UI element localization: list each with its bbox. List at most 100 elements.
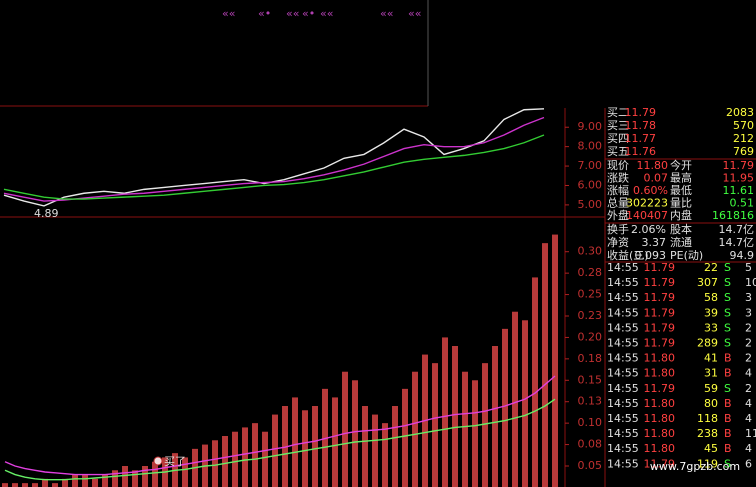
book-price: 11.77 [625,132,657,145]
svg-text:««: «« [286,7,299,20]
trade-count: 2 [745,321,752,334]
quote-value: 0.60% [633,184,668,197]
book-label: 买五 [607,145,629,158]
y-tick-label: 0.20 [578,330,603,343]
indicator-bar [472,380,478,487]
indicator-bar [462,371,468,487]
indicator-bar [132,470,138,487]
trade-count: 3 [745,291,752,304]
trade-volume: 58 [704,291,718,304]
indicator-bar [482,363,488,487]
price-line [3,134,545,200]
trade-time: 14:55 [607,321,639,334]
fund-label: 股本 [670,222,692,236]
indicator-bar [532,277,538,487]
indicator-bar [402,388,408,487]
y-tick-label: 0.10 [578,416,603,429]
watermark: www.7gpzb.com [650,460,740,473]
trade-count: 5 [745,261,752,274]
trade-time: 14:55 [607,367,639,380]
fund-label: PE(动) [670,249,703,262]
book-price: 11.78 [625,119,657,132]
indicator-bar [452,346,458,487]
svg-text:««: «« [320,7,333,20]
svg-text:««: «« [380,7,393,20]
indicator-bar [182,457,188,487]
trade-price: 11.80 [644,352,676,365]
trade-side: S [724,382,731,395]
trade-volume: 80 [704,397,718,410]
indicator-bar [442,337,448,487]
trade-count: 4 [745,367,752,380]
trade-volume: 118 [697,412,718,425]
trade-time: 14:55 [607,457,639,470]
indicator-bar [372,414,378,487]
indicator-bar [552,234,558,487]
book-label: 买三 [607,119,629,132]
trade-side: B [724,442,732,455]
fund-value: 3.37 [642,236,667,249]
y-tick-label: 0.15 [578,373,603,386]
indicator-bar [512,311,518,487]
trade-price: 11.80 [644,427,676,440]
fund-value: 14.7亿 [719,223,755,236]
indicator-bar [12,483,18,487]
fund-value: 0.093 [635,249,667,262]
indicator-bar [342,371,348,487]
book-volume: 570 [733,119,754,132]
indicator-bar [72,474,78,487]
indicator-bar [142,466,148,487]
trade-time: 14:55 [607,442,639,455]
trade-volume: 31 [704,367,718,380]
indicator-bar [212,440,218,487]
indicator-bar [412,371,418,487]
indicator-bar [392,406,398,487]
indicator-bar [152,461,158,487]
indicator-bar [232,431,238,487]
trade-count: 11 [745,427,756,440]
indicator-bar [292,397,298,487]
trade-count: 10 [745,276,756,289]
quote-value: 11.95 [723,172,755,185]
trade-volume: 289 [697,337,718,350]
trade-price: 11.79 [644,291,676,304]
trade-time: 14:55 [607,291,639,304]
quote-value: 11.80 [637,159,669,172]
trade-price: 11.79 [644,276,676,289]
trade-side: B [724,412,732,425]
fund-label: 流通 [670,235,692,249]
fund-label: 净资 [607,235,629,249]
quote-label: 涨跌 [607,171,629,185]
indicator-line [4,375,556,476]
y-tick-label: 6.00 [578,178,603,191]
trade-price: 11.79 [644,321,676,334]
trade-price: 11.79 [644,337,676,350]
low-label: 4.89 [34,207,59,220]
trade-count: 2 [745,352,752,365]
book-label: 买四 [607,132,629,145]
quote-label: 内盘 [670,208,692,222]
indicator-bar [362,406,368,487]
y-tick-label: 0.28 [578,266,603,279]
trade-count: 2 [745,382,752,395]
indicator-bar [502,328,508,487]
trade-side: B [724,367,732,380]
y-tick-label: 5.00 [578,198,603,211]
trade-volume: 307 [697,276,718,289]
trade-side: S [724,291,731,304]
quote-value: 0.07 [644,172,669,185]
trade-count: 4 [745,442,752,455]
trade-time: 14:55 [607,261,639,274]
indicator-bar [352,380,358,487]
trade-volume: 22 [704,261,718,274]
quote-value: 11.79 [723,159,755,172]
trade-time: 14:55 [607,337,639,350]
indicator-bar [82,474,88,487]
toolbar-markers: «« «• «« «• «« «« «« [222,7,421,20]
indicator-bar [252,423,258,487]
svg-text:««: «« [408,7,421,20]
fund-value: 14.7亿 [719,236,755,249]
y-tick-label: 8.00 [578,140,603,153]
